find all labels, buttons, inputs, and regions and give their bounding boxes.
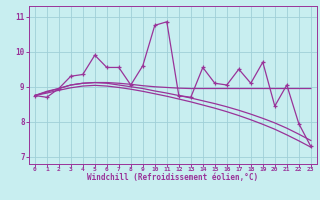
X-axis label: Windchill (Refroidissement éolien,°C): Windchill (Refroidissement éolien,°C)	[87, 173, 258, 182]
